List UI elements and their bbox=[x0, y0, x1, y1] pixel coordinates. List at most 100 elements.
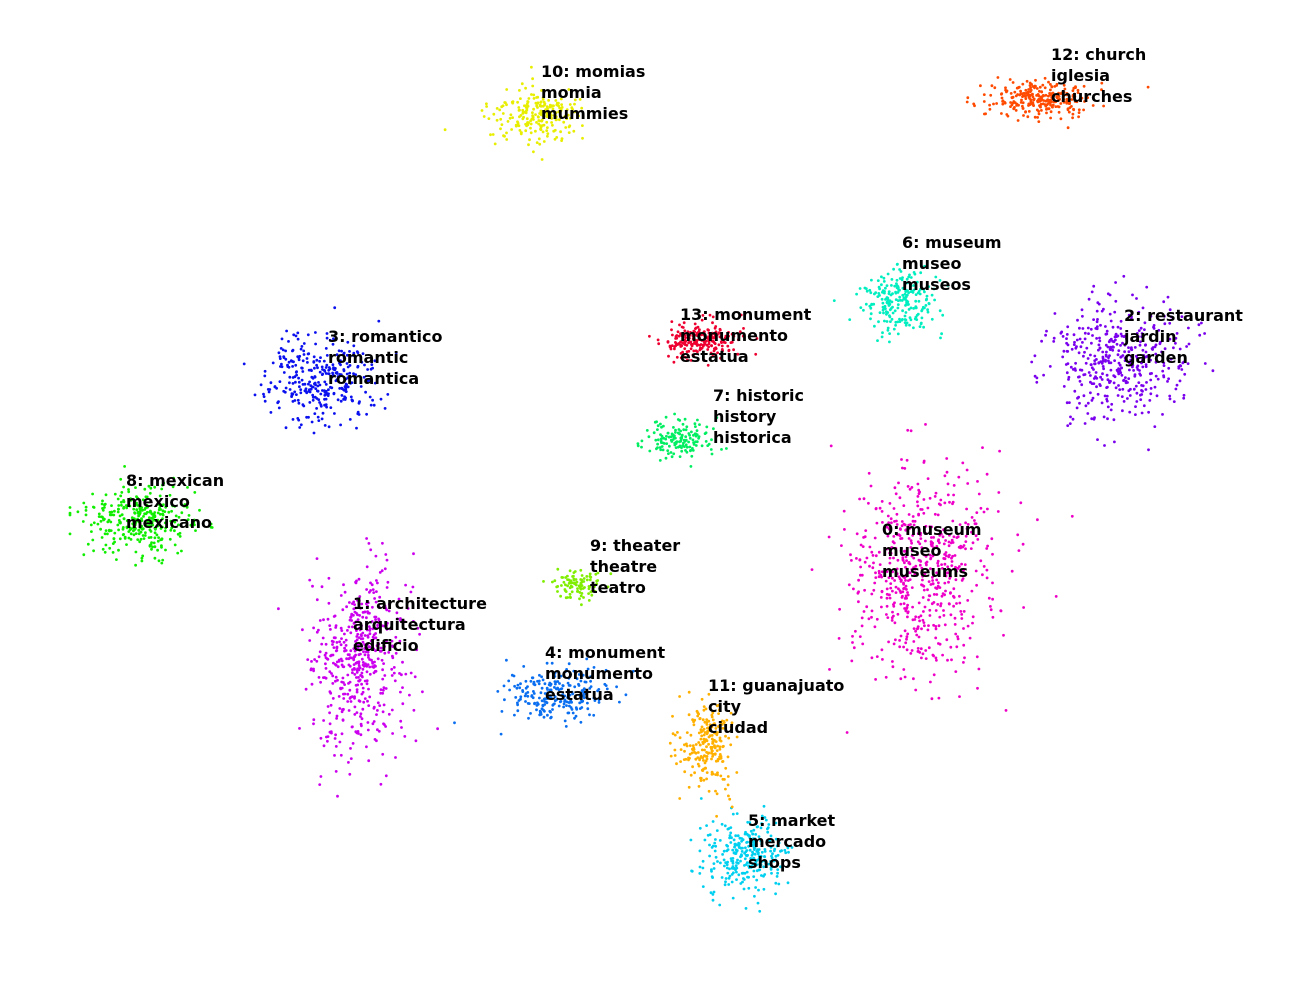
data-point bbox=[960, 617, 964, 620]
data-point bbox=[343, 632, 346, 636]
data-point bbox=[1174, 341, 1177, 345]
data-point bbox=[764, 818, 768, 822]
data-point bbox=[892, 642, 896, 646]
data-point bbox=[144, 531, 147, 535]
data-point bbox=[669, 754, 673, 758]
data-point bbox=[1054, 105, 1058, 108]
data-point bbox=[172, 477, 176, 480]
data-point bbox=[702, 330, 706, 334]
data-point bbox=[1042, 94, 1045, 98]
data-point bbox=[679, 352, 683, 355]
data-point bbox=[916, 500, 919, 504]
data-point bbox=[1009, 105, 1012, 108]
data-point bbox=[550, 661, 554, 665]
data-point bbox=[335, 649, 339, 652]
data-point bbox=[1043, 86, 1047, 90]
data-point bbox=[1019, 501, 1023, 505]
data-point bbox=[492, 112, 496, 116]
data-point bbox=[711, 876, 714, 879]
data-point bbox=[682, 321, 686, 325]
data-point bbox=[122, 505, 126, 509]
data-point bbox=[316, 366, 319, 370]
data-point bbox=[339, 643, 343, 647]
data-point bbox=[292, 333, 296, 337]
data-point bbox=[851, 641, 854, 644]
data-point bbox=[751, 862, 755, 866]
data-point bbox=[1046, 99, 1050, 102]
data-point bbox=[1065, 97, 1069, 101]
data-point bbox=[398, 639, 402, 643]
data-point bbox=[381, 710, 385, 714]
data-point bbox=[954, 578, 958, 582]
data-point bbox=[1120, 395, 1124, 398]
data-point bbox=[361, 640, 365, 644]
data-point bbox=[958, 594, 961, 598]
data-point bbox=[946, 571, 950, 575]
data-point bbox=[756, 901, 760, 905]
data-point bbox=[887, 640, 890, 644]
data-point bbox=[1174, 336, 1178, 340]
data-point bbox=[365, 412, 368, 416]
data-point bbox=[1065, 337, 1068, 340]
data-point bbox=[970, 516, 974, 519]
data-point bbox=[914, 629, 917, 633]
data-point bbox=[193, 523, 196, 527]
data-point bbox=[691, 449, 695, 452]
data-point bbox=[673, 347, 676, 351]
data-point bbox=[186, 486, 189, 489]
data-point bbox=[670, 344, 674, 347]
data-point bbox=[692, 746, 696, 750]
data-point bbox=[747, 864, 750, 868]
data-point bbox=[368, 695, 372, 699]
data-point bbox=[869, 312, 873, 316]
data-point bbox=[664, 437, 668, 441]
data-point bbox=[1045, 111, 1048, 115]
data-point bbox=[110, 510, 114, 514]
data-point bbox=[324, 642, 328, 646]
data-point bbox=[877, 285, 881, 289]
data-point bbox=[582, 596, 585, 599]
data-point bbox=[578, 98, 582, 101]
data-point bbox=[1137, 335, 1140, 338]
data-point bbox=[399, 619, 402, 622]
data-point bbox=[315, 407, 318, 410]
data-point bbox=[1152, 327, 1156, 330]
data-point bbox=[1130, 348, 1134, 352]
data-point bbox=[945, 470, 949, 474]
data-point bbox=[357, 636, 361, 639]
data-point bbox=[301, 383, 305, 386]
data-point bbox=[119, 521, 122, 525]
data-point bbox=[293, 390, 297, 394]
data-point bbox=[1021, 101, 1025, 105]
data-point bbox=[322, 618, 325, 622]
data-point bbox=[734, 848, 738, 852]
data-point bbox=[892, 535, 896, 538]
data-point bbox=[912, 556, 916, 560]
data-point bbox=[589, 675, 592, 679]
data-point bbox=[769, 868, 773, 871]
data-point bbox=[372, 403, 376, 407]
data-point bbox=[538, 696, 541, 700]
data-point bbox=[353, 603, 356, 606]
data-point bbox=[355, 611, 358, 615]
data-point bbox=[937, 696, 941, 700]
cluster-label-line: momia bbox=[541, 83, 602, 102]
data-point bbox=[762, 859, 766, 863]
data-point bbox=[318, 650, 322, 654]
data-point bbox=[957, 545, 961, 549]
data-point bbox=[535, 708, 538, 712]
data-point bbox=[716, 773, 719, 777]
data-point bbox=[1167, 366, 1171, 370]
data-point bbox=[569, 116, 572, 120]
data-point bbox=[348, 371, 352, 375]
data-point bbox=[322, 359, 326, 363]
data-point bbox=[743, 857, 747, 861]
data-point bbox=[891, 570, 894, 574]
data-point bbox=[553, 579, 557, 583]
data-point bbox=[372, 633, 376, 637]
data-point bbox=[1106, 345, 1110, 349]
data-point bbox=[286, 363, 289, 367]
data-point bbox=[546, 132, 550, 136]
data-point bbox=[877, 320, 880, 324]
data-point bbox=[723, 778, 726, 781]
